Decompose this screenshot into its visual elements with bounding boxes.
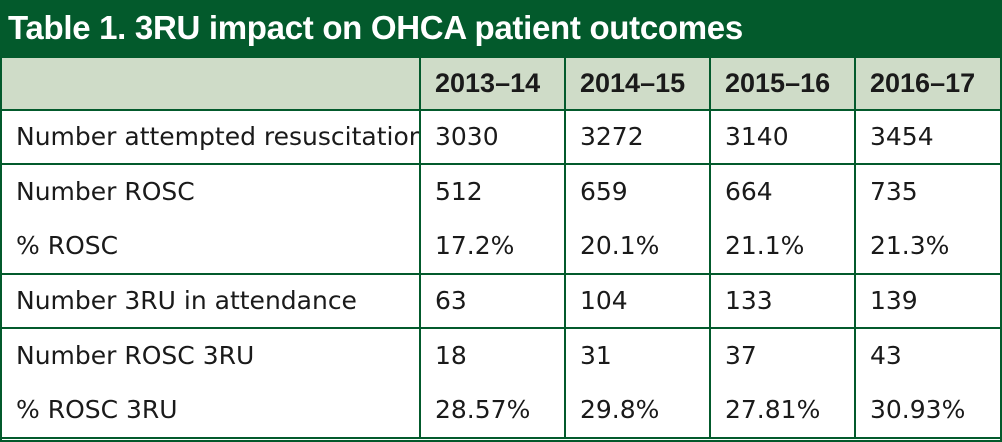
- cell-value: 29.8%: [580, 395, 660, 424]
- row-label: Number 3RU in attendance: [16, 286, 357, 315]
- row-label-cell: Number ROSC 3RU % ROSC 3RU: [0, 327, 421, 439]
- cell-value: 512: [435, 177, 483, 206]
- cell-value: 104: [580, 286, 628, 315]
- data-cell: 512 17.2%: [419, 163, 566, 275]
- column-header: 2014–15: [564, 56, 711, 111]
- data-cell: 37 27.81%: [709, 327, 856, 439]
- row-label-cell: Number ROSC % ROSC: [0, 163, 421, 275]
- cell-value: 18: [435, 341, 467, 370]
- data-cell: 3140: [709, 109, 856, 165]
- data-cell: 43 30.93%: [854, 327, 1002, 439]
- cell-value: 664: [725, 177, 773, 206]
- data-cell: 31 29.8%: [564, 327, 711, 439]
- data-cell: 133: [709, 273, 856, 329]
- cell-value: 21.1%: [725, 231, 805, 260]
- cell-value: 21.3%: [870, 231, 950, 260]
- cell-value: 30.93%: [870, 395, 966, 424]
- cell-value: 3454: [870, 122, 934, 151]
- data-cell: 139: [854, 273, 1002, 329]
- table-row: Number ROSC 3RU % ROSC 3RU 18 28.57% 31 …: [0, 327, 1002, 439]
- column-header: 2016–17: [854, 56, 1002, 111]
- data-cell: 659 20.1%: [564, 163, 711, 275]
- cell-value: 31: [580, 341, 612, 370]
- data-cell: 104: [564, 273, 711, 329]
- column-header: 2015–16: [709, 56, 856, 111]
- cell-value: 133: [725, 286, 773, 315]
- cell-value: 3140: [725, 122, 789, 151]
- cell-value: 63: [435, 286, 467, 315]
- cell-value: 37: [725, 341, 757, 370]
- cell-value: 17.2%: [435, 231, 515, 260]
- data-cell: 3030: [419, 109, 566, 165]
- row-label: % ROSC 3RU: [16, 395, 178, 424]
- row-label-cell: Number attempted resuscitation: [0, 109, 421, 165]
- row-label: % ROSC: [16, 231, 119, 260]
- column-header: 2013–14: [419, 56, 566, 111]
- outcomes-table: 2013–14 2014–15 2015–16 2016–17 Number a…: [0, 56, 1002, 439]
- table-row: Number ROSC % ROSC 512 17.2% 659 20.1% 6…: [0, 163, 1002, 275]
- data-cell: 63: [419, 273, 566, 329]
- table-row: Number 3RU in attendance 63 104 133 139: [0, 273, 1002, 329]
- data-cell: 735 21.3%: [854, 163, 1002, 275]
- row-label: Number attempted resuscitation: [16, 122, 420, 151]
- row-label: Number ROSC 3RU: [16, 341, 255, 370]
- cell-value: 27.81%: [725, 395, 821, 424]
- cell-value: 3272: [580, 122, 644, 151]
- cell-value: 659: [580, 177, 628, 206]
- row-label: Number ROSC: [16, 177, 195, 206]
- cell-value: 28.57%: [435, 395, 531, 424]
- data-cell: 664 21.1%: [709, 163, 856, 275]
- data-cell: 18 28.57%: [419, 327, 566, 439]
- row-label-cell: Number 3RU in attendance: [0, 273, 421, 329]
- table-title: Table 1. 3RU impact on OHCA patient outc…: [0, 0, 1002, 56]
- cell-value: 735: [870, 177, 918, 206]
- table-row: Number attempted resuscitation 3030 3272…: [0, 109, 1002, 165]
- column-header-row: 2013–14 2014–15 2015–16 2016–17: [0, 56, 1002, 111]
- cell-value: 139: [870, 286, 918, 315]
- cell-value: 3030: [435, 122, 499, 151]
- corner-cell: [0, 56, 421, 111]
- cell-value: 20.1%: [580, 231, 660, 260]
- data-cell: 3454: [854, 109, 1002, 165]
- cell-value: 43: [870, 341, 902, 370]
- data-cell: 3272: [564, 109, 711, 165]
